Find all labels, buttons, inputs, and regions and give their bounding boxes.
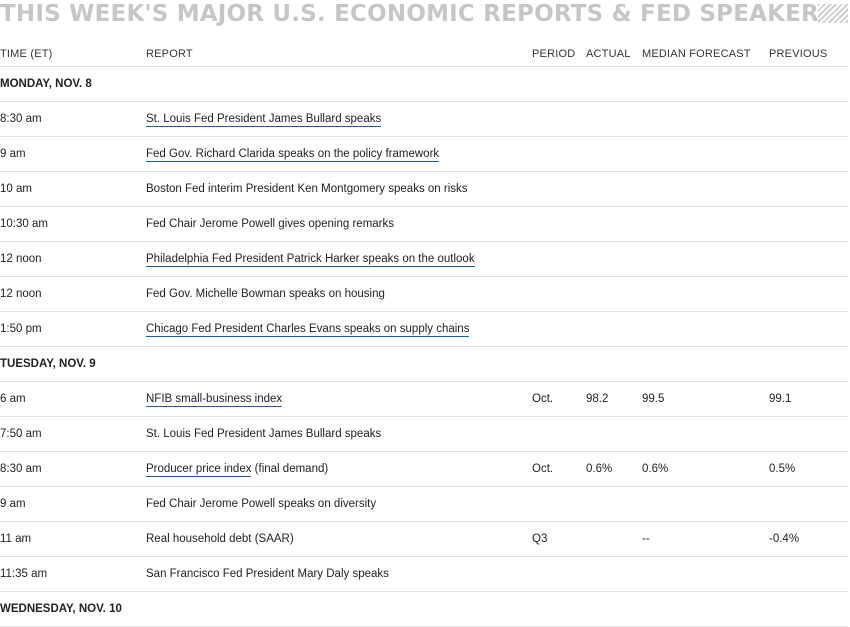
report-cell: Producer price index (final demand) [146, 452, 328, 486]
table-row: 12 noon Philadelphia Fed President Patric… [0, 242, 848, 277]
time-cell: 8:30 am [0, 113, 42, 125]
table-row: 8:30 am St. Louis Fed President James Bul… [0, 102, 848, 137]
previous-cell: 0.5% [769, 463, 796, 475]
report-link[interactable]: Philadelphia Fed President Patrick Harke… [146, 253, 475, 267]
day-label: WEDNESDAY, NOV. 10 [0, 603, 122, 615]
time-cell: 1:50 pm [0, 323, 42, 335]
time-cell: 9 am [0, 498, 26, 510]
previous-cell: -0.4% [769, 533, 800, 545]
report-suffix: (final demand) [251, 463, 329, 475]
time-cell: 11:35 am [0, 568, 48, 580]
report-link[interactable]: Fed Gov. Richard Clarida speaks on the p… [146, 148, 440, 162]
actual-cell: 98.2 [586, 393, 609, 405]
report-cell: Chicago Fed President Charles Evans spea… [146, 312, 470, 346]
report-link[interactable]: St. Louis Fed President James Bullard sp… [146, 113, 382, 127]
day-header-row: TUESDAY, NOV. 9 [0, 347, 848, 382]
time-cell: 6 am [0, 393, 26, 405]
report-text: St. Louis Fed President James Bullard sp… [146, 428, 382, 440]
report-cell: Philadelphia Fed President Patrick Harke… [146, 242, 475, 276]
header-period: PERIOD [532, 48, 576, 60]
time-cell: 12 noon [0, 253, 42, 265]
time-cell: 11 am [0, 533, 32, 545]
header-previous: PREVIOUS [769, 48, 828, 60]
time-cell: 10:30 am [0, 218, 48, 230]
table-row: 10:30 am Fed Chair Jerome Powell gives op… [0, 207, 848, 242]
hatch-decoration [818, 4, 848, 23]
table-row: 11 am Real household debt (SAAR) Q3 -- -0.4% [0, 522, 848, 557]
header-actual: ACTUAL [586, 48, 631, 60]
table-row: 12 noon Fed Gov. Michelle Bowman speaks o… [0, 277, 848, 312]
time-cell: 12 noon [0, 288, 42, 300]
day-label: TUESDAY, NOV. 9 [0, 358, 96, 370]
report-cell: Fed Chair Jerome Powell gives opening re… [146, 207, 394, 241]
report-cell: Fed Gov. Richard Clarida speaks on the p… [146, 137, 440, 171]
period-cell: Oct. [532, 393, 554, 405]
period-cell: Q3 [532, 533, 548, 545]
table-row: 9 am Fed Chair Jerome Powell speaks on di… [0, 487, 848, 522]
report-text: Fed Chair Jerome Powell speaks on divers… [146, 498, 377, 510]
table-row: 9 am Fed Gov. Richard Clarida speaks on t… [0, 137, 848, 172]
report-text: Fed Gov. Michelle Bowman speaks on housi… [146, 288, 385, 300]
table-row: 7:50 am St. Louis Fed President James Bul… [0, 417, 848, 452]
report-text: Real household debt (SAAR) [146, 533, 294, 545]
previous-cell: 99.1 [769, 393, 792, 405]
report-text: Fed Chair Jerome Powell gives opening re… [146, 218, 394, 230]
report-text: Boston Fed interim President Ken Montgom… [146, 183, 468, 195]
table-row: 8:30 am Producer price index (final deman… [0, 452, 848, 487]
time-cell: 10 am [0, 183, 32, 195]
day-header-row: WEDNESDAY, NOV. 10 [0, 592, 848, 627]
report-cell: San Francisco Fed President Mary Daly sp… [146, 557, 389, 591]
median-forecast-cell: -- [642, 533, 650, 545]
header-time: TIME (ET) [0, 48, 53, 60]
header-report: REPORT [146, 48, 193, 60]
report-link[interactable]: NFIB small-business index [146, 393, 283, 407]
report-cell: Fed Gov. Michelle Bowman speaks on housi… [146, 277, 385, 311]
median-forecast-cell: 99.5 [642, 393, 665, 405]
report-text: San Francisco Fed President Mary Daly sp… [146, 568, 389, 580]
table-row: 6 am NFIB small-business index Oct. 98.2 99.… [0, 382, 848, 417]
period-cell: Oct. [532, 463, 554, 475]
report-cell: St. Louis Fed President James Bullard sp… [146, 417, 381, 451]
day-label: MONDAY, NOV. 8 [0, 78, 92, 90]
report-link[interactable]: Producer price index [146, 463, 252, 477]
table-body: MONDAY, NOV. 8 8:30 am St. Louis Fed Presi… [0, 67, 848, 627]
report-cell: St. Louis Fed President James Bullard sp… [146, 102, 382, 136]
table-row: 10 am Boston Fed interim President Ken Mo… [0, 172, 848, 207]
report-cell: Real household debt (SAAR) [146, 522, 294, 556]
report-cell: Boston Fed interim President Ken Montgom… [146, 172, 468, 206]
time-cell: 9 am [0, 148, 26, 160]
report-cell: NFIB small-business index [146, 382, 283, 416]
time-cell: 8:30 am [0, 463, 42, 475]
report-cell: Fed Chair Jerome Powell speaks on divers… [146, 487, 376, 521]
table-row: 11:35 am San Francisco Fed President Mary… [0, 557, 848, 592]
median-forecast-cell: 0.6% [642, 463, 669, 475]
time-cell: 7:50 am [0, 428, 42, 440]
page-title: THIS WEEK'S MAJOR U.S. ECONOMIC REPORTS … [0, 1, 836, 27]
report-link[interactable]: Chicago Fed President Charles Evans spea… [146, 323, 470, 337]
table-row: 1:50 pm Chicago Fed President Charles Eva… [0, 312, 848, 347]
table-header: TIME (ET) REPORT PERIOD ACTUAL MEDIAN FO… [0, 42, 848, 67]
day-header-row: MONDAY, NOV. 8 [0, 67, 848, 102]
actual-cell: 0.6% [586, 463, 613, 475]
header-median-forecast: MEDIAN FORECAST [642, 48, 751, 60]
